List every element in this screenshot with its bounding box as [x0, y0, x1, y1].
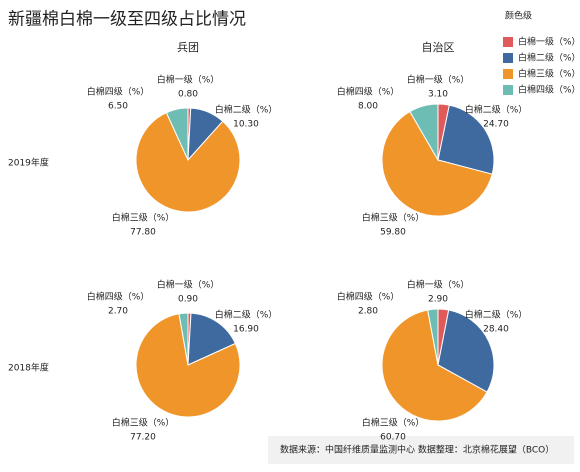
legend-swatch	[503, 85, 513, 95]
source-box	[268, 436, 574, 464]
value-label: 16.90	[233, 325, 259, 335]
slice-label: 白棉二级（%）	[465, 104, 528, 116]
pie-slice	[187, 312, 237, 366]
value-label: 8.00	[358, 102, 378, 112]
value-label: 77.80	[130, 228, 156, 238]
slice-label: 白棉二级（%）	[215, 309, 278, 321]
slice-label: 白棉四级（%）	[87, 291, 150, 303]
slice-label: 白棉一级（%）	[407, 279, 470, 291]
value-label: 10.30	[233, 120, 259, 130]
value-label: 0.80	[178, 90, 198, 100]
legend-label: 白棉二级（%）	[518, 52, 580, 64]
slice-label: 白棉二级（%）	[215, 104, 278, 116]
value-label: 24.70	[483, 120, 509, 130]
pie-slice	[427, 308, 439, 366]
slice-label: 白棉二级（%）	[465, 309, 528, 321]
slice-label: 白棉一级（%）	[157, 74, 220, 86]
value-label: 0.90	[178, 295, 198, 305]
legend-swatch	[503, 53, 513, 63]
column-header: 兵团	[177, 41, 199, 54]
slice-label: 白棉三级（%）	[362, 212, 425, 224]
slice-label: 白棉四级（%）	[337, 86, 400, 98]
value-label: 3.10	[428, 90, 448, 100]
pie-slice	[409, 103, 439, 162]
slice-label: 白棉四级（%）	[87, 86, 150, 98]
value-label: 77.20	[130, 433, 156, 443]
row-label: 2018年度	[8, 362, 49, 374]
value-label: 2.80	[358, 307, 378, 317]
slice-label: 白棉三级（%）	[112, 212, 175, 224]
slice-label: 白棉三级（%）	[112, 417, 175, 429]
value-label: 60.70	[380, 433, 406, 443]
slice-label: 白棉一级（%）	[407, 74, 470, 86]
legend-label: 白棉一级（%）	[518, 36, 580, 48]
legend-label: 白棉四级（%）	[518, 84, 580, 96]
pie-slice	[437, 309, 495, 393]
legend-swatch	[503, 37, 513, 47]
value-label: 6.50	[108, 102, 128, 112]
slice-label: 白棉三级（%）	[362, 417, 425, 429]
slice-label: 白棉四级（%）	[337, 291, 400, 303]
row-label: 2019年度	[8, 157, 49, 169]
pie-slice	[437, 104, 495, 175]
pie-slice	[381, 309, 488, 422]
value-label: 2.90	[428, 295, 448, 305]
value-label: 28.40	[483, 325, 509, 335]
slice-label: 白棉一级（%）	[157, 279, 220, 291]
legend-label: 白棉三级（%）	[518, 68, 580, 80]
source: 数据来源：中国纤维质量监测中心 数据整理：北京棉花展望（BCO）	[280, 444, 554, 456]
legend-title: 颜色级	[505, 10, 532, 22]
pie-slice	[381, 110, 493, 217]
chart-title: 新疆棉白棉一级至四级占比情况	[8, 10, 246, 30]
pie-slice	[178, 312, 189, 366]
pie-slice	[135, 112, 241, 213]
pie-slice	[135, 313, 241, 418]
column-header: 自治区	[422, 40, 455, 54]
pie-slice	[165, 107, 189, 161]
legend-swatch	[503, 69, 513, 79]
value-label: 2.70	[108, 307, 128, 317]
value-label: 59.80	[380, 228, 406, 238]
